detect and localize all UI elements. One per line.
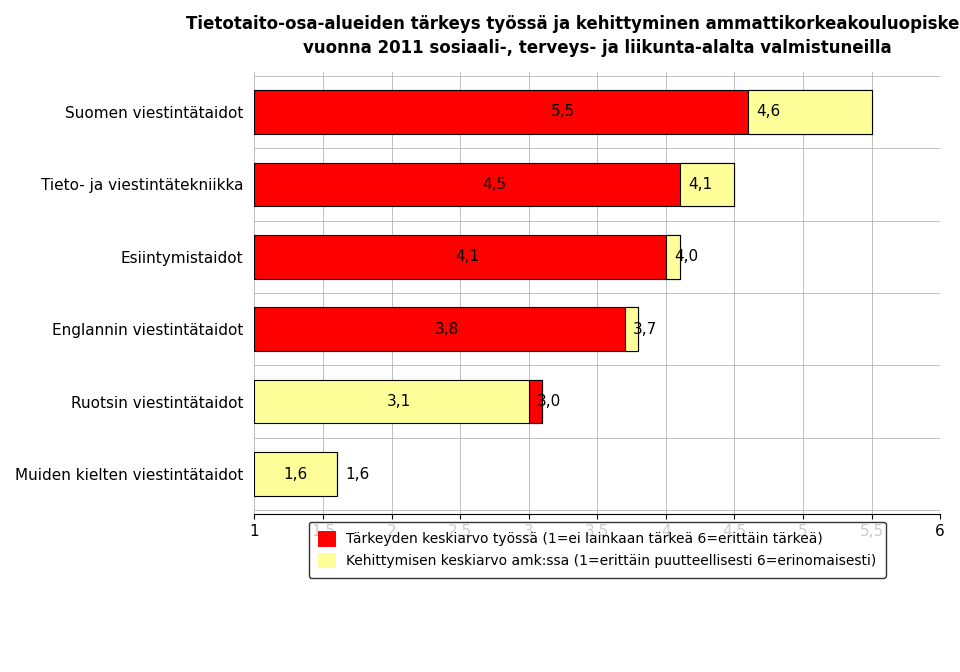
Bar [254,163,734,206]
Text: 4,6: 4,6 [756,104,780,120]
Bar [748,90,872,134]
Bar [254,452,337,496]
Legend: Tärkeyden keskiarvo työssä (1=ei lainkaan tärkeä 6=erittäin tärkeä), Kehittymise: Tärkeyden keskiarvo työssä (1=ei lainkaa… [308,521,886,578]
Text: 4,0: 4,0 [674,249,698,264]
Text: 1,6: 1,6 [345,466,370,482]
Text: 4,1: 4,1 [455,249,479,264]
Text: 3,1: 3,1 [386,394,411,409]
Bar [625,308,638,351]
Bar [529,380,542,423]
Text: 3,8: 3,8 [434,322,459,337]
Text: 5,5: 5,5 [551,104,575,120]
Text: 3,0: 3,0 [537,394,562,409]
Text: 4,5: 4,5 [482,177,507,192]
Bar [254,235,680,278]
Text: 3,7: 3,7 [633,322,658,337]
Text: 1,6: 1,6 [283,466,308,482]
Bar [254,380,542,423]
Title: Tietotaito-osa-alueiden tärkeys työssä ja kehittyminen ammattikorkeakouluopiskel: Tietotaito-osa-alueiden tärkeys työssä j… [186,15,960,56]
Text: 4,1: 4,1 [687,177,712,192]
Bar [254,90,872,134]
Bar [254,308,638,351]
Bar [680,163,734,206]
Bar [666,235,680,278]
